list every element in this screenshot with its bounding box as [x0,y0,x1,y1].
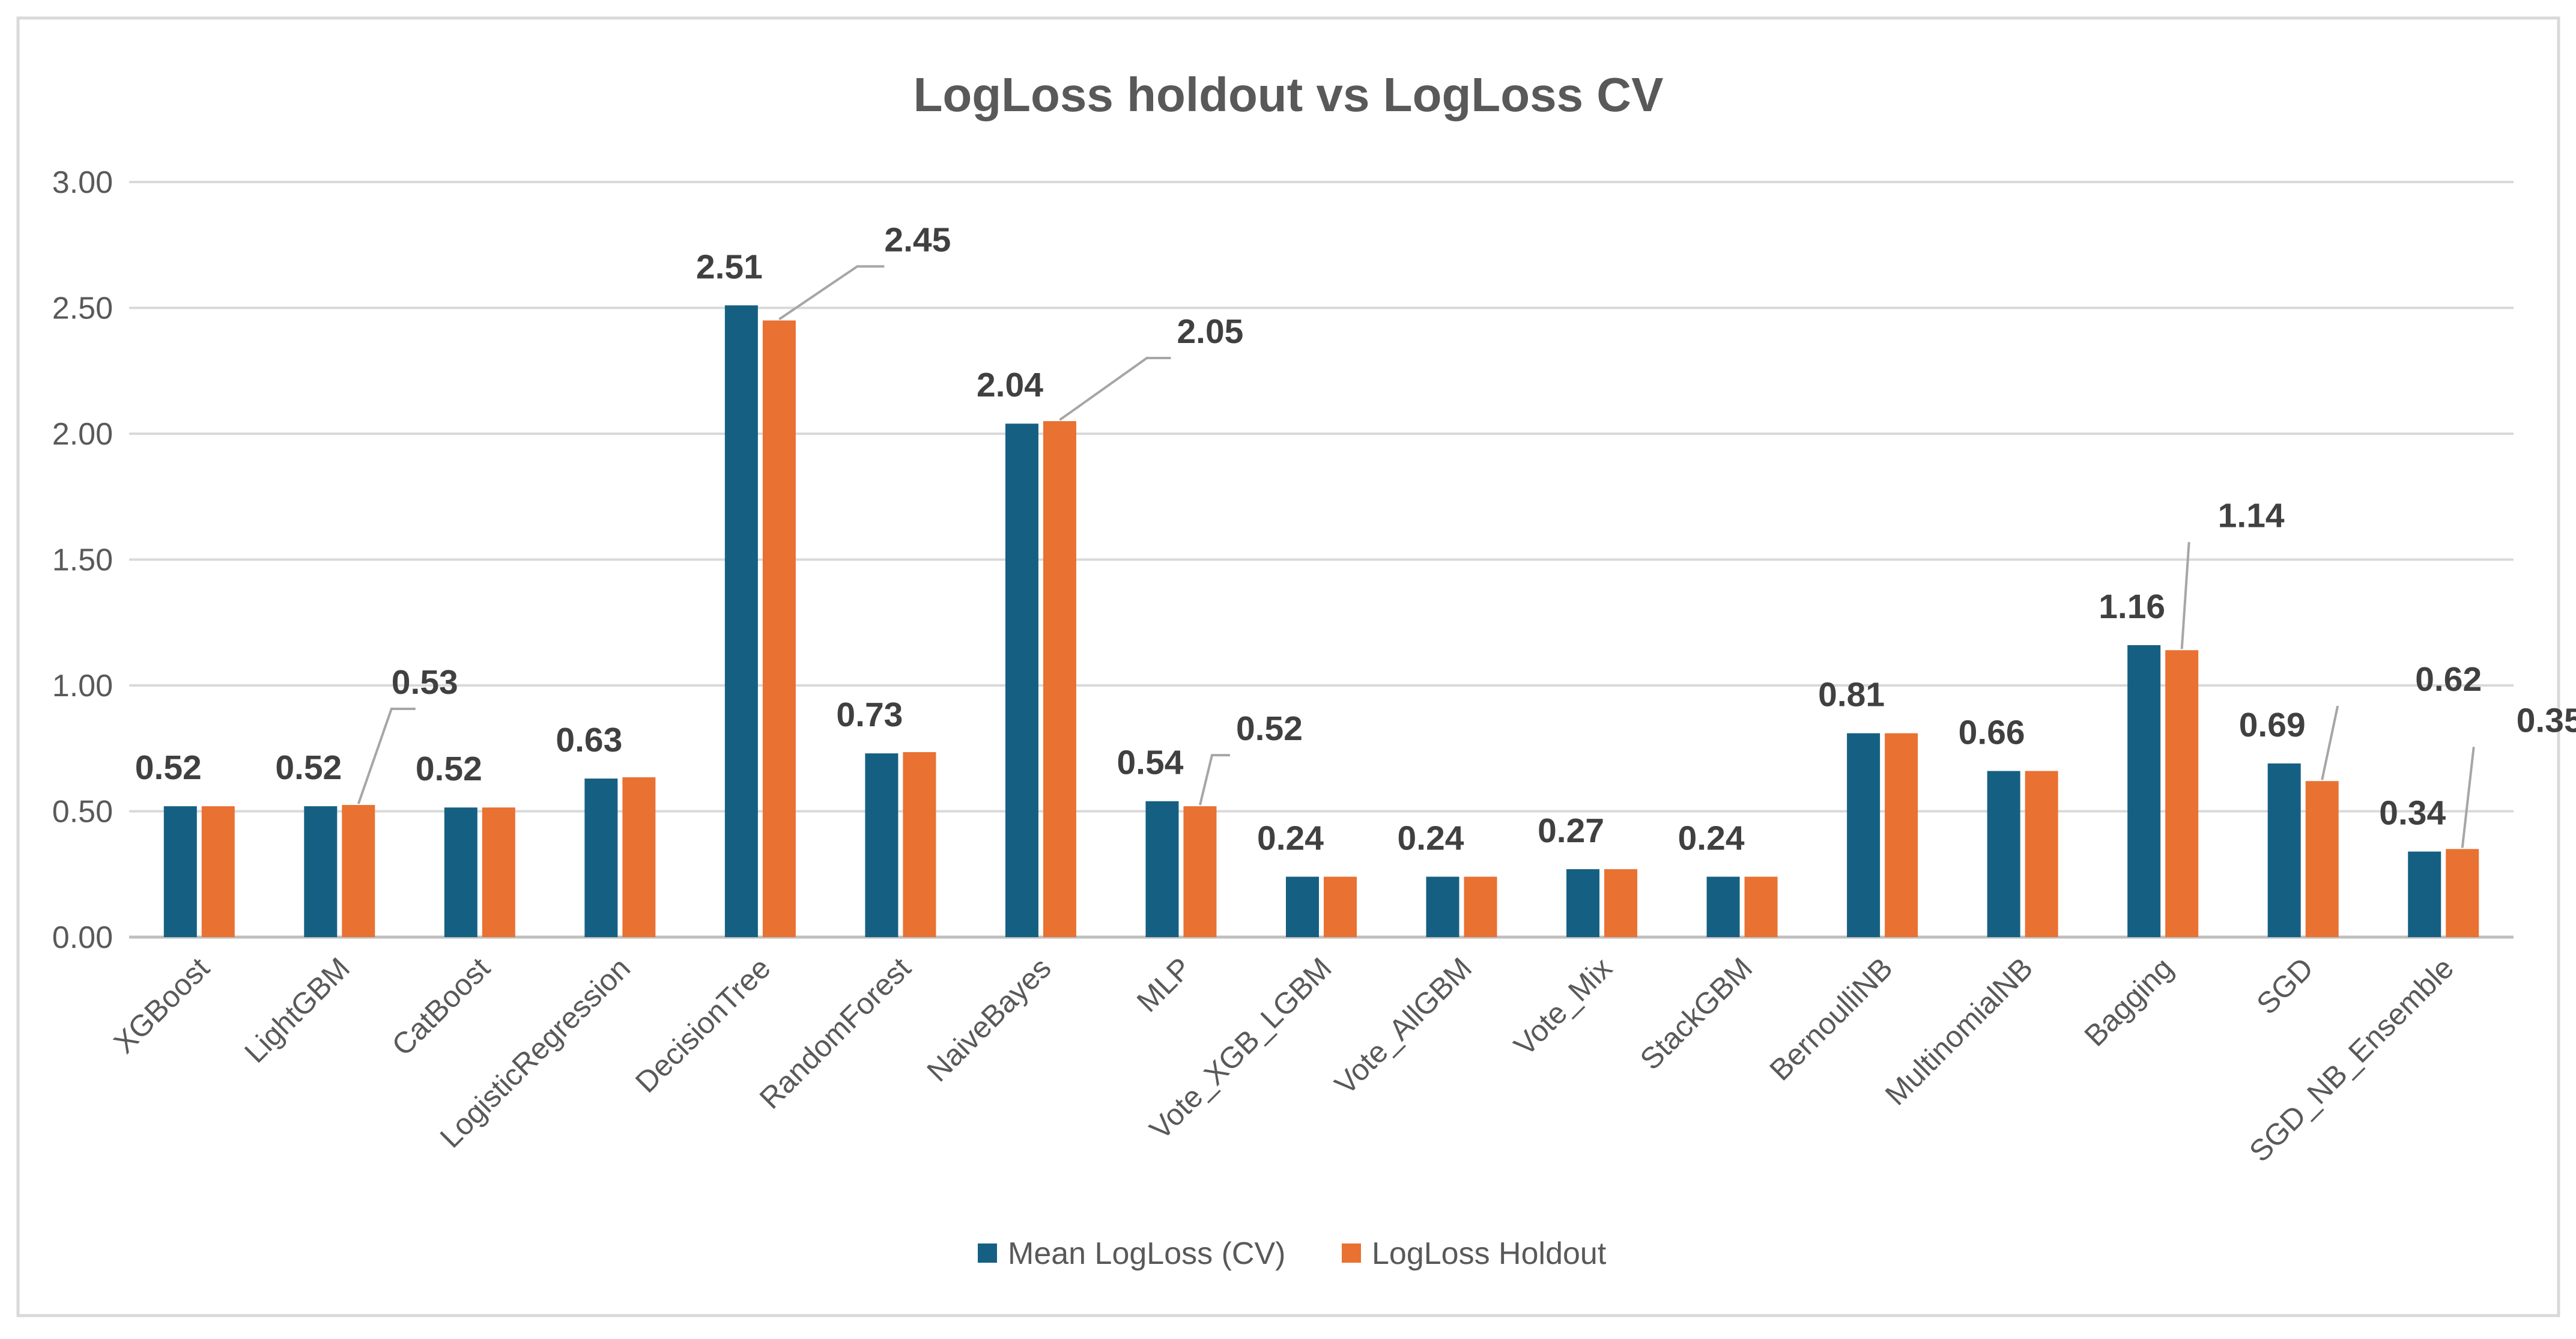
bar-layer [163,305,2479,938]
data-label-cv: 0.54 [1117,744,1183,782]
data-label-holdout: 0.53 [392,663,458,702]
bar-cv [865,753,899,937]
bar-cv [1005,424,1038,937]
data-label-leader [778,265,885,321]
data-label-cv: 0.52 [135,748,202,787]
data-label-holdout: 2.45 [884,220,951,259]
bar-cv [1706,876,1740,937]
bar-holdout [2025,771,2058,937]
data-label-cv: 2.51 [696,247,763,286]
data-label-holdout: 0.62 [2415,660,2482,699]
data-label-leader [2180,542,2190,649]
label-layer: 0.52 0.52 0.53 0.52 0.63 2.51 2.45 0.73 2.04 2.05… [135,220,2576,857]
y-tick-label: 1.50 [52,543,113,578]
data-label-cv: 0.24 [1257,819,1324,857]
y-tick-label: 0.50 [52,795,113,830]
data-label-cv: 0.34 [2379,794,2446,833]
y-tick-label: 2.50 [52,291,113,326]
data-label-leader [1059,357,1171,421]
bar-cv [724,305,758,937]
bar-cv [1426,876,1459,937]
legend-swatch-cv [978,1243,997,1263]
data-label-cv: 0.81 [1818,676,1885,714]
data-label-cv: 0.24 [1678,819,1745,857]
bar-cv [2408,851,2441,937]
bar-holdout [482,807,515,937]
bar-holdout [1324,876,1357,937]
y-tick-label: 0.00 [52,920,113,955]
bar-cv [1566,869,1600,937]
bar-cv [1145,801,1179,937]
y-tick-label: 3.00 [52,165,113,200]
bar-holdout [903,752,936,937]
bar-cv [2267,763,2301,937]
data-label-cv: 0.52 [416,750,482,788]
bar-holdout [1464,876,1497,937]
data-label-cv: 0.69 [2239,706,2306,744]
y-tick-label: 1.00 [52,669,113,703]
data-label-cv: 2.04 [977,366,1043,404]
data-label-cv: 0.63 [556,721,622,759]
data-label-cv: 0.73 [836,696,903,734]
legend-swatch-holdout [1342,1243,1361,1263]
bar-holdout [342,805,375,937]
data-label-leader [357,708,416,804]
bar-holdout [762,320,796,938]
data-label-leader [2461,747,2475,848]
bar-cv [304,806,338,937]
data-label-holdout: 2.05 [1177,312,1243,351]
bar-holdout [1043,421,1076,937]
bar-holdout [2165,650,2199,937]
data-label-holdout: 1.14 [2218,496,2285,535]
legend-label-cv: Mean LogLoss (CV) [1008,1236,1285,1271]
chart-border [16,16,2560,1317]
bar-holdout [1183,806,1217,937]
data-label-holdout: 0.52 [1236,709,1303,748]
data-label-leader [1199,754,1230,806]
legend: Mean LogLoss (CV) LogLoss Holdout [978,1236,1607,1271]
bar-cv [2127,645,2161,937]
bar-holdout [1604,869,1638,937]
bar-cv [163,806,197,937]
bar-holdout [1744,876,1778,937]
data-label-cv: 0.24 [1398,819,1464,857]
bar-holdout [2305,781,2339,937]
bar-holdout [201,806,235,937]
data-label-cv: 0.27 [1538,812,1604,850]
data-label-cv: 1.16 [2099,588,2165,626]
chart-title: LogLoss holdout vs LogLoss CV [914,68,1664,121]
bar-cv [1987,771,2020,937]
bar-cv [584,779,618,937]
data-label-cv: 0.52 [275,748,342,787]
legend-label-holdout: LogLoss Holdout [1372,1236,1607,1271]
y-tick-label: 2.00 [52,417,113,452]
data-label-holdout: 0.35 [2517,701,2576,739]
bar-cv [444,807,477,937]
bar-holdout [1885,733,1918,937]
grid-layer: 0.00 0.50 1.00 1.50 2.00 2.50 3.00 [52,165,2514,955]
data-label-cv: 0.66 [1959,713,2025,751]
data-label-leader [2321,705,2339,780]
bar-cv [1286,876,1319,937]
bar-holdout [622,777,656,937]
bar-cv [1847,733,1880,937]
bar-holdout [2446,849,2479,937]
